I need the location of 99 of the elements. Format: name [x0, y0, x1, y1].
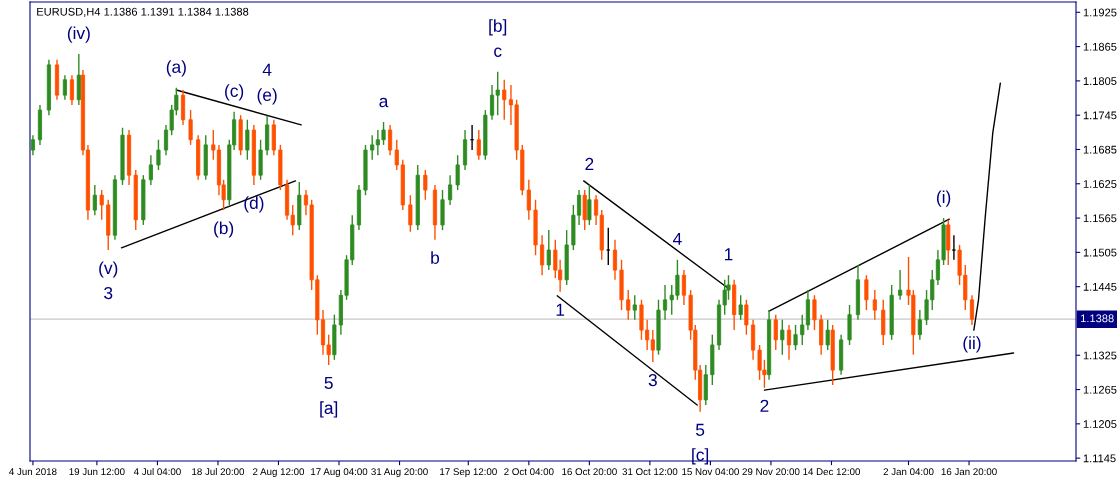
x-tick-label: 17 Sep 12:00 — [440, 468, 497, 478]
candlestick — [188, 109, 193, 146]
x-tick-label: 31 Oct 12:00 — [622, 468, 678, 476]
annotation: 2 — [760, 399, 769, 412]
candlestick — [587, 184, 592, 226]
chart-title: EURUSD,H4 1.1386 1.1391 1.1384 1.1388 — [37, 7, 249, 17]
candlestick — [546, 229, 551, 271]
candlestick — [825, 319, 830, 351]
candlestick — [872, 289, 877, 321]
annotation: [a] — [320, 401, 338, 418]
x-tick-label: 14 Dec 12:00 — [803, 468, 861, 476]
candlestick — [92, 184, 97, 216]
y-tick-label: 1.1325 — [1083, 351, 1117, 360]
annotation: (b) — [214, 221, 234, 238]
x-tick-label: 15 Nov 04:00 — [682, 468, 739, 476]
candlestick — [526, 179, 531, 221]
y-tick-label: 1.1625 — [1083, 180, 1117, 188]
annotation: 5 — [324, 376, 333, 390]
candlestick — [408, 194, 413, 233]
candlestick — [917, 309, 922, 341]
y-tick-label: 1.1565 — [1083, 214, 1117, 223]
candlestick — [786, 324, 792, 361]
candlestick — [69, 74, 75, 106]
annotation: (c) — [225, 84, 244, 101]
annotation: a — [379, 97, 389, 108]
candlestick — [793, 324, 798, 351]
y-tick-label: 1.1805 — [1083, 77, 1117, 86]
candlestick — [502, 79, 507, 121]
x-tick-label: 29 Nov 20:00 — [742, 468, 800, 476]
x-tick-label: 2 Oct 04:00 — [504, 468, 554, 476]
candlestick — [245, 119, 250, 161]
candlestick — [148, 154, 153, 186]
x-tick-label: 16 Oct 20:00 — [562, 468, 617, 476]
annotation: 4 — [262, 63, 272, 76]
annotation: b — [431, 251, 440, 264]
candlestick — [662, 284, 668, 321]
candlestick — [388, 124, 393, 156]
x-tick-label: 17 Aug 04:00 — [311, 468, 368, 478]
annotation: (iv) — [67, 26, 90, 43]
x-tick-label: 4 Jun 2018 — [9, 468, 57, 476]
candlestick — [780, 319, 785, 356]
x-tick-label: 18 Jul 20:00 — [192, 467, 245, 476]
candlestick — [744, 299, 749, 336]
annotation: (a) — [166, 60, 186, 77]
y-tick-label: 1.1685 — [1083, 145, 1117, 154]
candlestick — [606, 227, 611, 266]
annotation: 5 — [695, 423, 705, 436]
y-tick-label: 1.1925 — [1083, 8, 1117, 17]
candlestick — [632, 294, 637, 321]
annotation: c — [494, 47, 502, 57]
annotation: (e) — [257, 88, 277, 105]
candlestick — [650, 329, 655, 363]
annotation: 1 — [556, 303, 565, 316]
candlestick — [969, 294, 975, 326]
x-tick-label: 2 Jan 04:00 — [883, 468, 934, 476]
candlestick — [62, 74, 67, 101]
y-tick-label: 1.1445 — [1083, 283, 1117, 291]
candlestick — [612, 239, 618, 281]
candlestick — [773, 313, 778, 351]
annotation: (v) — [99, 261, 118, 278]
x-tick-label: 16 Jan 20:00 — [941, 468, 997, 476]
annotation: (d) — [244, 196, 264, 213]
candlestick — [812, 294, 817, 331]
candlestick — [156, 139, 161, 171]
annotation: 4 — [672, 232, 682, 245]
x-tick-label: 19 Jun 12:00 — [69, 468, 125, 476]
annotation: 3 — [104, 286, 113, 300]
candlestick — [455, 154, 460, 191]
y-tick-label: 1.1745 — [1083, 111, 1117, 120]
y-tick-label: 1.1265 — [1083, 385, 1117, 394]
candlestick — [864, 274, 869, 311]
candlestick — [681, 269, 687, 306]
y-tick-label: 1.1865 — [1083, 42, 1117, 51]
annotation: (i) — [936, 190, 951, 207]
annotation: 1 — [724, 248, 733, 261]
y-tick-label: 1.1505 — [1083, 248, 1117, 257]
x-tick-label: 4 Jul 04:00 — [133, 467, 181, 476]
x-tick-label: 31 Aug 20:00 — [371, 468, 428, 478]
candlestick — [448, 174, 453, 206]
candlestick — [476, 129, 481, 161]
candlestick — [99, 189, 104, 221]
candlestick — [898, 269, 903, 301]
annotation: [b] — [489, 19, 507, 36]
candlestick — [423, 169, 428, 201]
y-tick-label: 1.1205 — [1083, 420, 1117, 428]
y-tick-label: 1.1145 — [1083, 454, 1116, 463]
candlestick — [738, 294, 743, 321]
candlestick — [626, 289, 631, 321]
candlestick — [951, 234, 956, 261]
annotation: [c] — [692, 448, 709, 465]
annotation: 2 — [585, 157, 594, 170]
annotation: (ii) — [963, 336, 981, 353]
candlestick — [540, 234, 545, 276]
x-tick-label: 2 Aug 12:00 — [253, 468, 305, 478]
ref-line-label: 1.1388 — [1081, 314, 1114, 323]
candlestick — [30, 134, 35, 156]
line-series — [973, 82, 1002, 331]
annotation: 3 — [648, 373, 657, 387]
candlestick — [370, 134, 375, 161]
